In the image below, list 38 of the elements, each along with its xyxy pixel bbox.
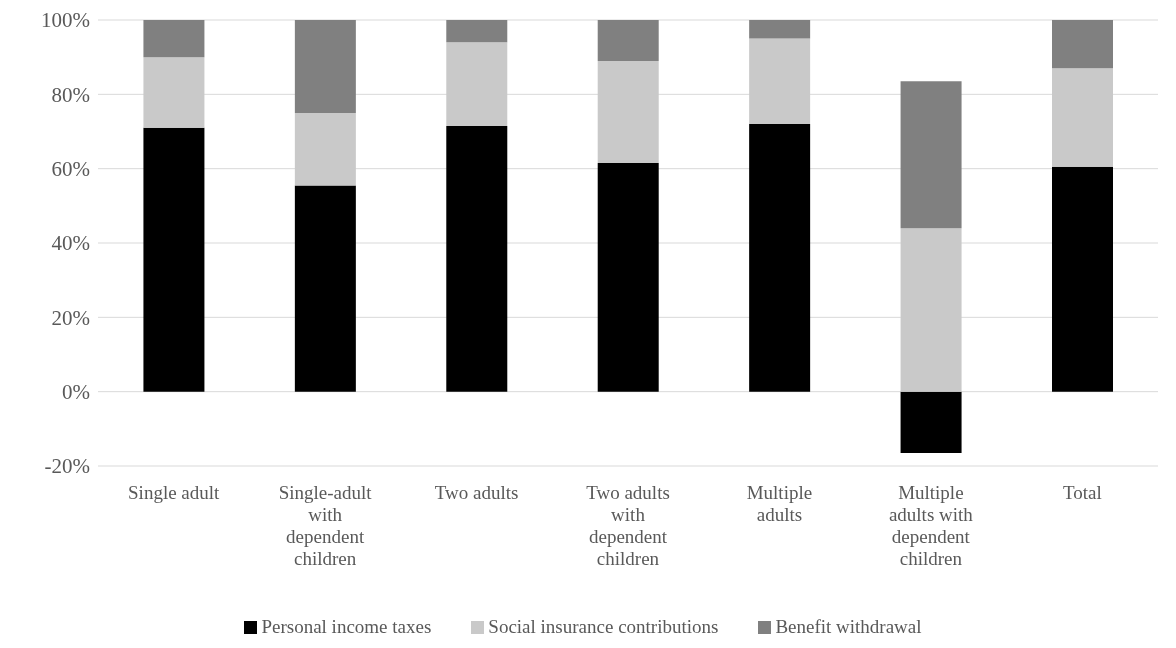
bar: [294, 20, 356, 113]
x-tick-label: Two adults: [434, 482, 519, 504]
x-tick-label: Total: [1062, 482, 1102, 504]
bar: [900, 228, 962, 392]
y-tick-label: 80%: [51, 82, 90, 107]
bar: [294, 112, 356, 186]
bar: [597, 20, 659, 61]
bar: [143, 57, 205, 128]
bar: [900, 391, 962, 453]
legend-label: Benefit withdrawal: [774, 616, 922, 638]
bar: [446, 42, 508, 126]
y-tick-label: -20%: [44, 454, 90, 479]
bar: [143, 127, 205, 392]
bar: [597, 60, 659, 164]
x-tick-label: Two adults with dependent children: [586, 482, 670, 569]
x-tick-label: Multiple adults with dependent children: [888, 482, 974, 569]
bar: [294, 185, 356, 392]
x-tick-label: Multiple adults: [746, 482, 813, 525]
bar: [749, 20, 811, 39]
y-tick-label: 20%: [51, 305, 90, 330]
y-tick-label: 60%: [51, 157, 90, 182]
bar: [446, 125, 508, 392]
y-tick-label: 100%: [41, 8, 90, 33]
bar: [900, 81, 962, 229]
bar: [749, 38, 811, 125]
x-tick-label: Single adult: [128, 482, 221, 504]
bar: [1052, 68, 1113, 167]
legend-label: Personal income taxes: [260, 616, 432, 638]
bar: [1052, 166, 1113, 392]
bar: [446, 20, 508, 43]
legend-label: Social insurance contributions: [487, 616, 719, 638]
x-tick-label: Single-adult with dependent children: [278, 482, 373, 569]
y-tick-label: 0%: [62, 380, 90, 405]
bar: [749, 124, 811, 392]
y-tick-label: 40%: [51, 231, 90, 256]
bar: [1052, 20, 1113, 69]
bar: [597, 163, 659, 392]
bar: [143, 20, 205, 58]
